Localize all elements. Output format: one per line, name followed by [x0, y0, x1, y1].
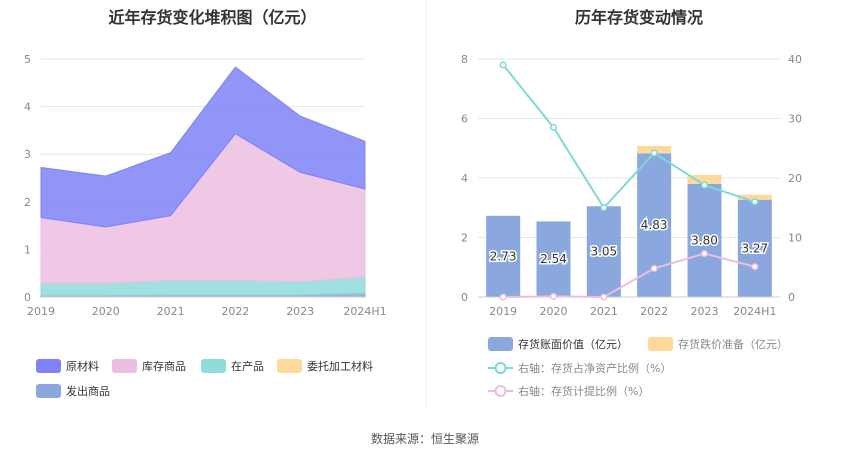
right-y-tick-label: 4: [461, 172, 468, 185]
left-y-tick-label: 0: [24, 291, 31, 304]
right-chart-title: 历年存货变动情况: [574, 8, 703, 27]
stacked-area-chart: 0 1 2 3 4 5 2019 2020 2021 2022 2023 2024H1 原材料 库存商品 在…: [24, 53, 387, 398]
legend-swatch-reserve: [648, 337, 673, 351]
line-series-provision_line: [503, 252, 756, 299]
left-chart-panel: 近年存货变化堆积图（亿元） 0 1 2 3 4 5 2019 2020 2021 2022 2023…: [0, 0, 425, 410]
line-point-ratio_line: [650, 149, 658, 157]
line-point-provision_line: [549, 292, 558, 300]
book-value-bar: [637, 153, 672, 297]
area-series-raw: [40, 66, 366, 228]
book-value-data-label: 3.27: [741, 241, 768, 255]
legend-label-book-value: 存货账面价值（亿元）: [518, 337, 628, 351]
left-y-tick-label: 1: [24, 243, 31, 256]
left-y-tick-label: 3: [24, 148, 31, 161]
legend-swatch-raw: [36, 359, 61, 373]
right-x-tick-label: 2022: [640, 305, 668, 318]
left-y-tick-label: 5: [24, 53, 31, 66]
panel-divider: [426, 0, 427, 408]
book-value-bar: [486, 215, 521, 297]
left-x-tick-label: 2019: [27, 305, 55, 318]
legend-swatch-shipped: [36, 384, 61, 398]
legend-provision-marker: [494, 385, 507, 397]
legend-label-ratio: 右轴：存货占净资产比例（%）: [518, 361, 671, 375]
legend-label-finished: 库存商品: [142, 359, 186, 373]
right-y2-tick-label: 0: [788, 291, 795, 304]
right-x-tick-label: 2024H1: [733, 305, 776, 318]
line-point-ratio_line: [600, 204, 608, 212]
legend-label-shipped: 发出商品: [66, 384, 110, 398]
legend-label-outsourced: 委托加工材料: [307, 359, 373, 373]
line-point-ratio_line: [700, 181, 709, 189]
right-y-tick-label: 0: [461, 291, 468, 304]
right-x-tick-label: 2019: [489, 305, 517, 318]
legend-label-raw: 原材料: [66, 359, 99, 373]
legend-swatch-book-value: [488, 337, 513, 351]
left-x-tick-label: 2021: [157, 305, 185, 318]
right-y2-tick-label: 10: [788, 232, 802, 245]
left-y-tick-label: 4: [24, 101, 31, 114]
right-y2-tick-label: 30: [788, 113, 802, 126]
line-point-provision_line: [499, 293, 507, 301]
left-x-tick-label: 2024H1: [343, 305, 386, 318]
line-point-ratio_line: [549, 123, 558, 131]
left-chart-title: 近年存货变化堆积图（亿元）: [108, 8, 317, 27]
book-value-bar: [737, 199, 772, 297]
data-source-label: 数据来源：恒生聚源: [370, 432, 479, 446]
line-point-provision_line: [650, 264, 658, 272]
left-x-tick-label: 2022: [221, 305, 249, 318]
right-y2-tick-label: 20: [788, 172, 802, 185]
book-value-bar: [687, 183, 722, 297]
right-x-tick-label: 2020: [540, 305, 568, 318]
right-x-tick-label: 2023: [691, 305, 719, 318]
book-value-data-label: 3.05: [590, 245, 617, 259]
right-y-tick-label: 2: [461, 232, 468, 245]
right-y-tick-label: 6: [461, 113, 468, 126]
right-x-tick-label: 2021: [590, 305, 618, 318]
left-y-tick-label: 2: [24, 196, 31, 209]
line-point-provision_line: [700, 250, 709, 258]
book-value-bar: [586, 206, 621, 297]
reserve-bar: [687, 175, 722, 184]
book-value-data-label: 3.80: [691, 233, 718, 247]
line-point-provision_line: [600, 293, 608, 301]
reserve-bar: [737, 194, 772, 200]
line-point-provision_line: [751, 263, 759, 271]
book-value-data-label: 2.54: [540, 252, 567, 266]
legend-label-reserve: 存货跌价准备（亿元）: [678, 337, 788, 351]
right-y2-tick-label: 40: [788, 53, 802, 66]
right-y-tick-label: 8: [461, 53, 468, 66]
inventory-bar-line-chart: 0 2 4 6 8 0 10 20 30 40 2019 2020 2021 2022 2023 2024H1…: [461, 53, 802, 398]
legend-label-wip: 在产品: [231, 359, 264, 373]
left-x-tick-label: 2023: [286, 305, 314, 318]
legend-label-provision: 右轴：存货计提比例（%）: [518, 384, 649, 398]
line-point-ratio_line: [751, 198, 759, 206]
line-point-ratio_line: [499, 61, 507, 69]
left-x-tick-label: 2020: [92, 305, 120, 318]
right-chart-panel: 历年存货变动情况 0 2 4 6 8 0 10 20 30 40 2019 2020 2021 2022 2…: [428, 0, 850, 410]
legend-swatch-finished: [112, 359, 137, 373]
book-value-bar: [536, 221, 571, 297]
book-value-data-label: 2.73: [490, 249, 517, 263]
legend-swatch-outsourced: [277, 359, 302, 373]
legend-ratio-marker: [494, 362, 507, 374]
book-value-data-label: 4.83: [641, 218, 668, 232]
legend-swatch-wip: [201, 359, 226, 373]
line-series-ratio_line: [502, 64, 756, 210]
